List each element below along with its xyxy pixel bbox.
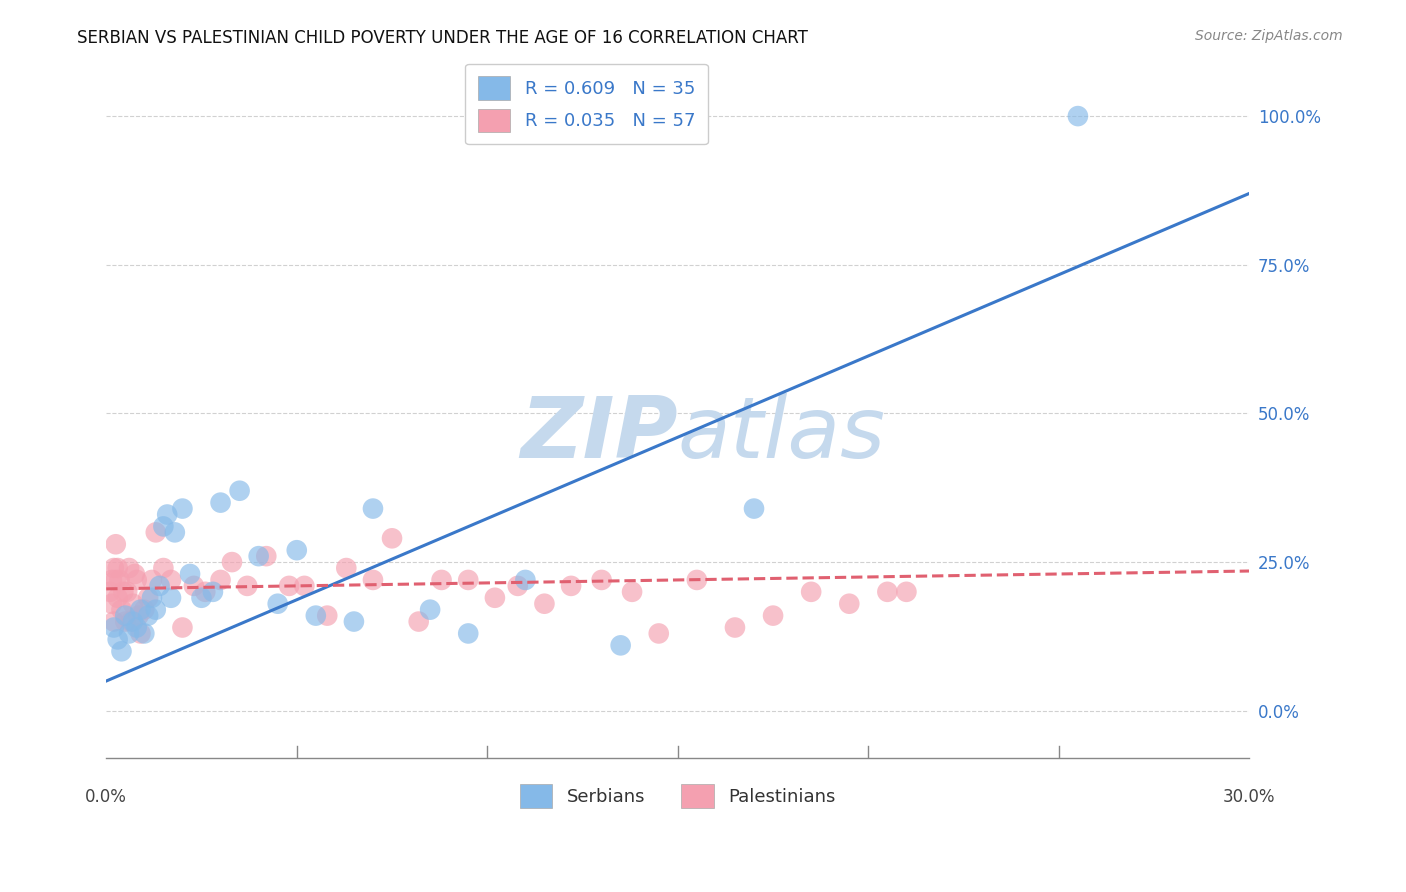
Point — [107, 632, 129, 647]
Point — [408, 615, 430, 629]
Point — [149, 579, 172, 593]
Point — [104, 573, 127, 587]
Point — [194, 584, 217, 599]
Point — [136, 608, 159, 623]
Point — [145, 525, 167, 540]
Point — [430, 573, 453, 587]
Point — [122, 597, 145, 611]
Point — [145, 602, 167, 616]
Point — [896, 584, 918, 599]
Point — [152, 561, 174, 575]
Point — [128, 608, 150, 623]
Point — [724, 620, 747, 634]
Point — [172, 501, 194, 516]
Point — [125, 620, 148, 634]
Text: 30.0%: 30.0% — [1223, 788, 1275, 806]
Point — [209, 495, 232, 509]
Point — [129, 602, 152, 616]
Point — [762, 608, 785, 623]
Text: Source: ZipAtlas.com: Source: ZipAtlas.com — [1195, 29, 1343, 43]
Point — [103, 615, 125, 629]
Point — [103, 620, 125, 634]
Point — [742, 501, 765, 516]
Point — [104, 537, 127, 551]
Point — [838, 597, 860, 611]
Point — [201, 584, 224, 599]
Point — [484, 591, 506, 605]
Point — [343, 615, 366, 629]
Point — [101, 597, 124, 611]
Point — [361, 501, 384, 516]
Point — [800, 584, 823, 599]
Point — [107, 561, 129, 575]
Point — [591, 573, 613, 587]
Point — [236, 579, 259, 593]
Point — [141, 591, 163, 605]
Point — [209, 573, 232, 587]
Point — [160, 591, 183, 605]
Point — [129, 626, 152, 640]
Point — [118, 626, 141, 640]
Point — [136, 591, 159, 605]
Point — [457, 573, 479, 587]
Point — [141, 573, 163, 587]
Point — [254, 549, 277, 563]
Point — [247, 549, 270, 563]
Point — [122, 615, 145, 629]
Point — [292, 579, 315, 593]
Point — [183, 579, 205, 593]
Point — [609, 638, 631, 652]
Point — [533, 597, 555, 611]
Point — [115, 584, 138, 599]
Point — [1067, 109, 1090, 123]
Point — [134, 602, 156, 616]
Point — [125, 573, 148, 587]
Point — [457, 626, 479, 640]
Point — [120, 615, 142, 629]
Point — [506, 579, 529, 593]
Point — [335, 561, 357, 575]
Point — [160, 573, 183, 587]
Point — [98, 584, 121, 599]
Point — [560, 579, 582, 593]
Point — [305, 608, 328, 623]
Point — [179, 566, 201, 581]
Point — [621, 584, 644, 599]
Text: 0.0%: 0.0% — [86, 788, 127, 806]
Text: atlas: atlas — [678, 392, 886, 475]
Point — [190, 591, 212, 605]
Point — [107, 591, 129, 605]
Point — [361, 573, 384, 587]
Point — [108, 573, 131, 587]
Point — [515, 573, 537, 587]
Point — [114, 608, 136, 623]
Point — [228, 483, 250, 498]
Point — [163, 525, 186, 540]
Point — [267, 597, 290, 611]
Text: SERBIAN VS PALESTINIAN CHILD POVERTY UNDER THE AGE OF 16 CORRELATION CHART: SERBIAN VS PALESTINIAN CHILD POVERTY UND… — [77, 29, 808, 46]
Point — [124, 566, 146, 581]
Legend: Serbians, Palestinians: Serbians, Palestinians — [513, 777, 844, 815]
Point — [316, 608, 339, 623]
Point — [118, 561, 141, 575]
Point — [112, 584, 135, 599]
Point — [278, 579, 301, 593]
Point — [134, 626, 156, 640]
Point — [152, 519, 174, 533]
Point — [876, 584, 898, 599]
Point — [110, 602, 132, 616]
Point — [381, 531, 404, 545]
Point — [172, 620, 194, 634]
Text: ZIP: ZIP — [520, 392, 678, 475]
Point — [110, 644, 132, 658]
Point — [156, 508, 179, 522]
Point — [103, 561, 125, 575]
Point — [101, 573, 124, 587]
Point — [221, 555, 243, 569]
Point — [686, 573, 709, 587]
Point — [285, 543, 308, 558]
Point — [419, 602, 441, 616]
Point — [648, 626, 671, 640]
Point — [114, 615, 136, 629]
